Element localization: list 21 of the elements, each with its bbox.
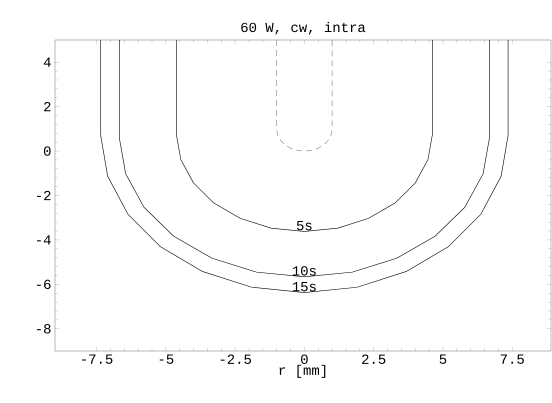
x-tick-label: 7.5 <box>500 354 524 364</box>
series-label: 10s <box>292 266 316 276</box>
x-tick-label: -5 <box>160 354 174 364</box>
line-series <box>276 40 332 152</box>
y-tick-label: -6 <box>37 280 51 290</box>
y-tick-label: -2 <box>37 190 50 200</box>
y-tick-label: 4 <box>44 58 51 67</box>
line-series <box>176 40 433 232</box>
series-label: 15s <box>292 282 316 292</box>
x-tick-label: 0 <box>301 354 308 364</box>
chart-title: 60 W, cw, intra <box>241 22 366 34</box>
x-axis-title: r [mm] <box>280 364 326 378</box>
series-label: 5s <box>296 220 312 230</box>
y-tick-label: -8 <box>37 324 51 334</box>
x-tick-label: 2.5 <box>362 354 386 364</box>
x-tick-label: -2.5 <box>220 354 251 364</box>
x-tick-label: 5 <box>440 354 446 364</box>
y-tick-label: 0 <box>44 146 51 156</box>
y-tick-label: 2 <box>44 102 50 112</box>
y-tick-label: -4 <box>37 235 51 245</box>
x-tick-label: -7.5 <box>82 354 112 364</box>
